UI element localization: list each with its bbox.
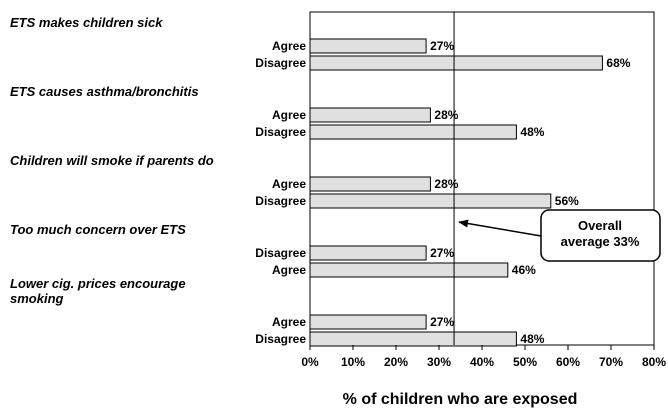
response-label: Agree <box>272 39 306 53</box>
bar <box>309 107 431 123</box>
bar <box>309 245 427 261</box>
bar-groups: Agree 27%Disagree 68%Agree 28%Disagree 48%Ag… <box>255 38 631 347</box>
bar <box>309 331 517 347</box>
bar <box>309 193 552 209</box>
value-label: 27% <box>430 315 454 329</box>
x-tick-label: 30% <box>427 355 451 369</box>
response-label: Agree <box>272 177 306 191</box>
value-label: 46% <box>512 263 536 277</box>
value-label: 27% <box>430 246 454 260</box>
bar <box>309 38 427 54</box>
x-tick-label: 70% <box>599 355 623 369</box>
bar <box>309 55 603 71</box>
group-title: Lower cig. prices encourage <box>10 276 186 291</box>
response-label: Disagree <box>255 194 306 208</box>
callout-label: average 33% <box>561 234 640 249</box>
group-titles: ETS makes children sick ETS causes asthma… <box>10 15 214 306</box>
x-tick-label: 40% <box>470 355 494 369</box>
value-label: 68% <box>606 56 630 70</box>
x-tick-label: 0% <box>301 355 319 369</box>
bar <box>309 124 517 140</box>
value-label: 28% <box>434 177 458 191</box>
value-label: 56% <box>555 194 579 208</box>
response-label: Disagree <box>255 246 306 260</box>
bar <box>309 176 431 192</box>
value-label: 48% <box>520 125 544 139</box>
group-title: ETS makes children sick <box>10 15 163 30</box>
bar-group: Agree 27% Disagree 48% <box>255 314 545 347</box>
response-label: Agree <box>272 263 306 277</box>
x-tick-label: 60% <box>556 355 580 369</box>
bar <box>309 314 427 330</box>
bar-group: Agree 27% Disagree 68% <box>255 38 631 71</box>
response-label: Agree <box>272 108 306 122</box>
value-label: 48% <box>520 332 544 346</box>
group-title: Too much concern over ETS <box>10 222 186 237</box>
callout-label: Overall <box>578 218 622 233</box>
bar-group: Disagree 27% Agree 46% <box>255 245 536 278</box>
x-tick-label: 80% <box>642 355 666 369</box>
response-label: Disagree <box>255 125 306 139</box>
value-label: 27% <box>430 39 454 53</box>
x-tick-label: 20% <box>384 355 408 369</box>
x-axis: 0% 10% 20% 30% 40% 50% 60% 70% 80% % of children … <box>301 345 666 408</box>
group-title: smoking <box>10 291 64 306</box>
x-tick-label: 50% <box>513 355 537 369</box>
response-label: Disagree <box>255 56 306 70</box>
bar-group: Agree 28% Disagree 56% <box>255 176 579 209</box>
group-title: Children will smoke if parents do <box>10 153 214 168</box>
response-label: Disagree <box>255 332 306 346</box>
x-axis-title: % of children who are exposed <box>343 391 578 408</box>
callout-arrow <box>458 219 542 237</box>
bar-group: Agree 28% Disagree 48% <box>255 107 545 140</box>
bar <box>309 262 509 278</box>
response-label: Agree <box>272 315 306 329</box>
group-title: ETS causes asthma/bronchitis <box>10 84 199 99</box>
value-label: 28% <box>434 108 458 122</box>
x-tick-label: 10% <box>341 355 365 369</box>
